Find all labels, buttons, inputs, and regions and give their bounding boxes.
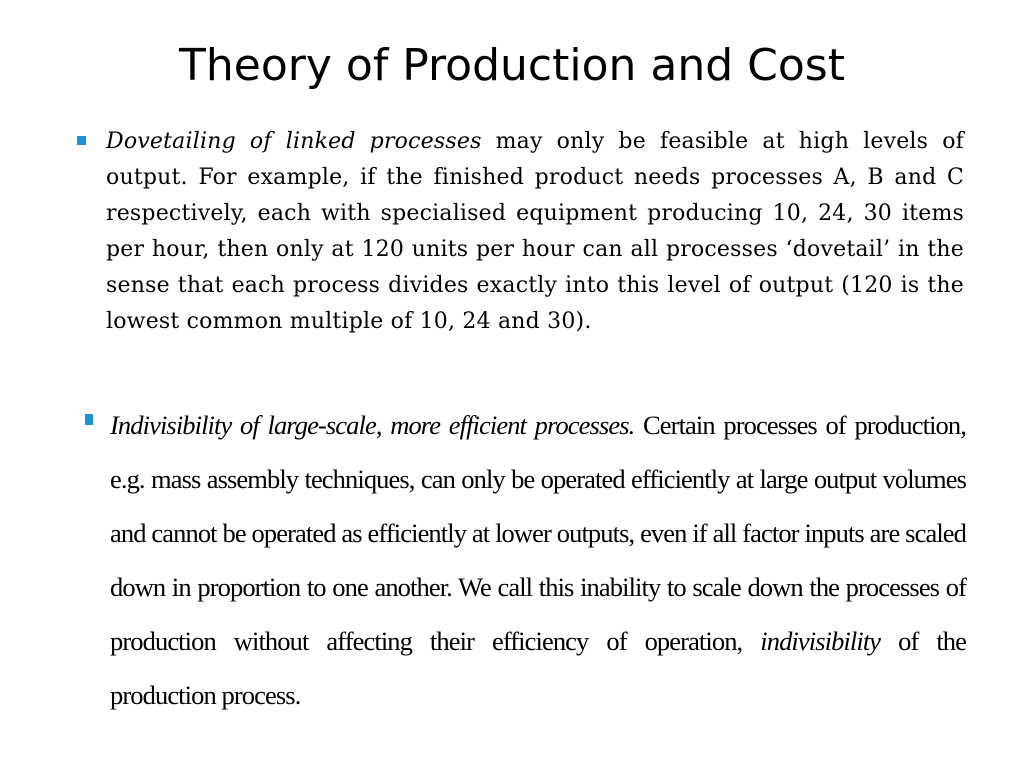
- dovetailing-paragraph: Dovetailing of linked processes may only…: [106, 124, 964, 340]
- dovetailing-heading: Dovetailing of linked processes: [106, 129, 482, 154]
- square-bullet-icon: [77, 136, 86, 145]
- square-bullet-icon: [85, 414, 93, 425]
- indivisibility-term: indivisibility: [760, 626, 881, 656]
- indivisibility-paragraph: Indivisibility of large-scale, more effi…: [110, 398, 967, 722]
- dovetailing-text: may only be feasible at high levels of o…: [106, 129, 964, 334]
- indivisibility-tail: of the production process.: [110, 626, 967, 710]
- indivisibility-heading: Indivisibility of large-scale, more effi…: [110, 410, 635, 440]
- indivisibility-text: Certain processes of production, e.g. ma…: [110, 410, 967, 656]
- slide-title: Theory of Production and Cost: [179, 40, 845, 91]
